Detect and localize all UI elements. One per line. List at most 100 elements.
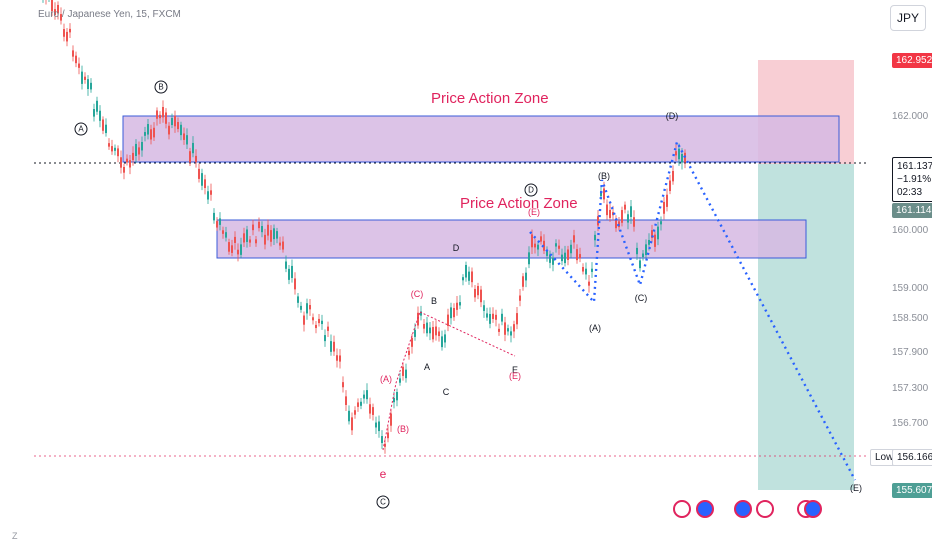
- event-icon[interactable]: [696, 500, 714, 518]
- candle-body: [267, 224, 269, 236]
- candle-body: [564, 252, 566, 264]
- candle-body: [63, 29, 65, 37]
- candle-body: [627, 214, 629, 223]
- event-icon-2[interactable]: [734, 500, 752, 518]
- candle-body: [429, 327, 431, 334]
- candle-body: [561, 254, 563, 262]
- currency-button[interactable]: JPY: [890, 5, 926, 31]
- candle-body: [453, 307, 455, 318]
- candle-body: [102, 119, 104, 131]
- candle-body: [471, 271, 473, 283]
- event-icon-3[interactable]: [756, 500, 774, 518]
- candle-body: [384, 443, 386, 447]
- candle-body: [663, 201, 665, 214]
- candle-body: [147, 124, 149, 135]
- candle-body: [357, 402, 359, 407]
- current-price-tag: 161.137 −1.91% 02:33: [892, 157, 932, 202]
- candle-body: [354, 410, 356, 415]
- candle-body: [258, 221, 260, 229]
- candle-body: [483, 305, 485, 311]
- flash-icon[interactable]: [673, 500, 691, 518]
- candle-body: [57, 4, 59, 14]
- candle-body: [336, 355, 338, 361]
- candle-body: [189, 151, 191, 163]
- current-price-value: 161.137: [897, 161, 932, 172]
- candle-body: [510, 331, 512, 336]
- candle-body: [330, 341, 332, 352]
- zone-label-upper: Price Action Zone: [431, 90, 549, 107]
- candle-body: [93, 109, 95, 117]
- low-price-tag: 156.166: [892, 449, 932, 466]
- candle-body: [306, 303, 308, 314]
- candle-body: [459, 302, 461, 306]
- candle-body: [552, 257, 554, 265]
- candle-body: [285, 261, 287, 269]
- candle-body: [588, 281, 590, 286]
- candle-body: [582, 267, 584, 272]
- chart-area[interactable]: Euro / Japanese Yen, 15, FXCM Price Acti…: [0, 0, 912, 550]
- candle-body: [141, 141, 143, 151]
- candle-body: [378, 421, 380, 432]
- axis-tick: 162.000: [892, 111, 929, 122]
- candle-body: [213, 212, 215, 221]
- candle-body: [363, 394, 365, 399]
- candle-body: [243, 233, 245, 243]
- candle-body: [450, 307, 452, 319]
- candle-body: [309, 305, 311, 310]
- candle-body: [615, 219, 617, 229]
- candle-body: [129, 160, 131, 168]
- candle-body: [78, 63, 80, 68]
- event-icon-5[interactable]: [804, 500, 822, 518]
- candle-body: [672, 170, 674, 182]
- stop-box[interactable]: [758, 164, 854, 490]
- candle-body: [474, 288, 476, 298]
- candle-body: [186, 135, 188, 145]
- red-wave-line-2: [382, 311, 421, 451]
- candle-body: [570, 244, 572, 254]
- candle-body: [513, 324, 515, 332]
- candle-body: [273, 228, 275, 240]
- bar-countdown: 02:33: [897, 187, 923, 198]
- candle-body: [231, 245, 233, 253]
- candle-body: [255, 239, 257, 244]
- candle-body: [282, 241, 284, 250]
- candle-body: [390, 413, 392, 426]
- candle-body: [351, 417, 353, 431]
- candle-body: [171, 118, 173, 126]
- wave-label-d-paren: (D): [665, 111, 679, 121]
- candle-body: [549, 254, 551, 263]
- candle-body: [636, 247, 638, 255]
- candle-body: [381, 436, 383, 444]
- candle-body: [105, 124, 107, 134]
- candle-body: [606, 204, 608, 216]
- candle-body: [288, 268, 290, 280]
- axis-tick: 159.000: [892, 283, 929, 294]
- candle-body: [99, 110, 101, 121]
- axis-tick: 158.500: [892, 313, 929, 324]
- axis-tick: 160.000: [892, 225, 929, 236]
- candle-body: [126, 158, 128, 163]
- candle-body: [369, 404, 371, 414]
- candle-body: [90, 82, 92, 90]
- candle-body: [456, 302, 458, 310]
- candle-body: [108, 143, 110, 147]
- wave-label-b-red: (B): [397, 424, 409, 434]
- candle-body: [117, 148, 119, 157]
- candle-body: [393, 397, 395, 403]
- candle-body: [486, 313, 488, 318]
- change-percent: −1.91%: [897, 174, 932, 185]
- price-action-zone-lower[interactable]: [216, 219, 807, 259]
- candle-body: [657, 226, 659, 240]
- price-axis[interactable]: JPY 162.000 160.000 159.000 158.500 157.…: [866, 0, 932, 550]
- price-action-zone-upper[interactable]: [122, 115, 840, 163]
- candle-body: [87, 79, 89, 90]
- candle-body: [642, 253, 644, 258]
- candle-body: [375, 422, 377, 428]
- wave-label-d-circled: D: [524, 183, 538, 197]
- candle-body: [222, 230, 224, 234]
- candle-body: [555, 243, 557, 247]
- candle-body: [621, 210, 623, 223]
- candle-body: [159, 114, 161, 119]
- wave-label-c-paren: (C): [634, 293, 648, 303]
- price-chart[interactable]: [0, 0, 866, 550]
